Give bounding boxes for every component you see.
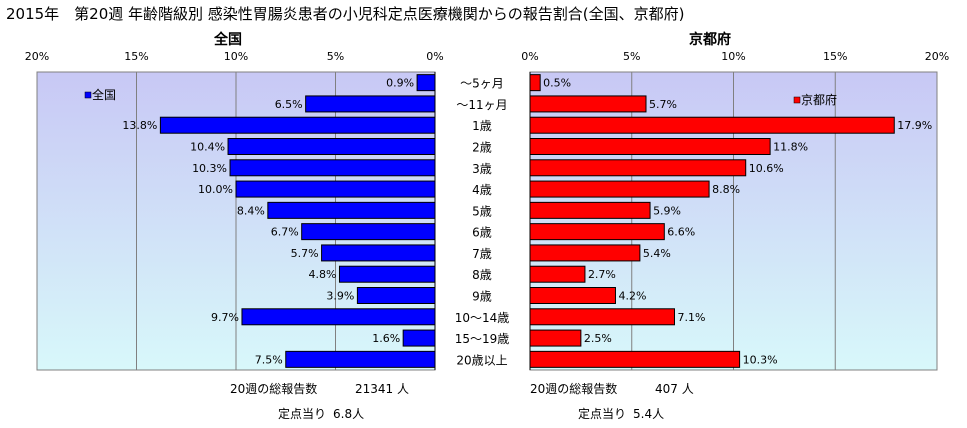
category-label: 5歳: [472, 204, 492, 218]
left-data-label: 10.4%: [190, 141, 225, 154]
right-per-site-label: 定点当り: [578, 406, 626, 421]
left-bar: [241, 308, 436, 326]
right-data-label: 8.8%: [712, 183, 740, 196]
left-tick-label: 15%: [124, 50, 148, 63]
right-bar: [529, 74, 541, 92]
left-bar: [229, 159, 436, 177]
left-data-label: 3.9%: [326, 290, 354, 303]
left-data-label: 8.4%: [237, 204, 265, 217]
category-label: 8歳: [472, 268, 492, 282]
right-panel-title: 京都府: [689, 31, 731, 48]
left-data-label: 5.7%: [291, 247, 319, 260]
right-data-label: 5.9%: [653, 204, 681, 217]
right-tick-label: 15%: [823, 50, 847, 63]
category-label: 6歳: [472, 226, 492, 240]
left-bar: [356, 287, 436, 304]
right-bar: [529, 329, 582, 347]
right-bar: [529, 265, 586, 283]
right-data-label: 0.5%: [543, 77, 571, 90]
right-data-label: 6.6%: [667, 226, 695, 239]
left-bar: [305, 95, 436, 113]
left-data-label: 4.8%: [309, 268, 337, 281]
left-tick-label: 5%: [327, 50, 344, 63]
left-data-label: 9.7%: [211, 311, 239, 324]
category-label: 9歳: [472, 290, 492, 304]
left-bar: [321, 244, 436, 262]
right-total-value: 407 人: [655, 382, 694, 396]
right-legend-swatch: [793, 96, 801, 104]
right-data-label: 4.2%: [618, 290, 646, 303]
left-bar: [402, 329, 436, 347]
right-tick-label: 20%: [925, 50, 949, 63]
left-bar: [338, 265, 436, 283]
right-bar: [529, 308, 675, 326]
right-data-label: 11.8%: [773, 141, 808, 154]
right-bar: [529, 159, 747, 177]
right-tick-label: 10%: [721, 50, 745, 63]
left-data-label: 6.5%: [275, 98, 303, 111]
right-bar: [529, 201, 651, 219]
left-tick-label: 10%: [224, 50, 248, 63]
category-label: 2歳: [472, 141, 492, 155]
category-label: 4歳: [472, 183, 492, 197]
left-tick-label: 0%: [426, 50, 443, 63]
left-legend-swatch: [84, 91, 92, 99]
left-total-label: 20週の総報告数: [230, 381, 317, 396]
left-data-label: 10.0%: [198, 183, 233, 196]
left-tick-label: 20%: [25, 50, 49, 63]
right-bar: [529, 350, 741, 368]
left-bar: [301, 223, 436, 241]
left-data-label: 6.7%: [271, 226, 299, 239]
right-data-label: 2.5%: [584, 332, 612, 345]
right-total-label: 20週の総報告数: [530, 381, 617, 396]
right-data-label: 5.4%: [643, 247, 671, 260]
right-tick-label: 0%: [521, 50, 538, 63]
left-bar: [285, 350, 436, 368]
right-data-label: 2.7%: [588, 268, 616, 281]
right-bar: [529, 244, 641, 262]
left-bar: [267, 201, 436, 219]
category-label: 1歳: [472, 119, 492, 133]
chart-title: 2015年 第20週 年齢階級別 感染性胃腸炎患者の小児科定点医療機関からの報告…: [6, 5, 685, 23]
right-per-site-value: 5.4人: [633, 407, 664, 421]
category-label: 10～14歳: [455, 311, 510, 325]
left-bar: [235, 180, 436, 198]
left-data-label: 0.9%: [386, 77, 414, 90]
right-legend-label: 京都府: [801, 92, 837, 107]
right-data-label: 10.6%: [749, 162, 784, 175]
right-data-label: 10.3%: [743, 353, 778, 366]
left-bar: [416, 74, 436, 92]
left-legend-label: 全国: [92, 87, 116, 102]
category-label: ～11ヶ月: [456, 98, 507, 112]
right-data-label: 5.7%: [649, 98, 677, 111]
right-bar: [529, 223, 665, 241]
right-tick-label: 5%: [623, 50, 640, 63]
left-data-label: 13.8%: [122, 119, 157, 132]
left-data-label: 7.5%: [255, 353, 283, 366]
left-bar: [159, 116, 436, 134]
left-data-label: 10.3%: [192, 162, 227, 175]
right-bar: [529, 95, 647, 113]
left-data-label: 1.6%: [372, 332, 400, 345]
right-data-label: 17.9%: [897, 119, 932, 132]
right-bar: [529, 287, 616, 304]
category-label: 20歳以上: [456, 353, 507, 367]
right-bar: [529, 116, 895, 134]
right-bar: [529, 138, 771, 155]
category-label: 3歳: [472, 162, 492, 176]
left-per-site-value: 6.8人: [333, 407, 364, 421]
category-label: 7歳: [472, 247, 492, 261]
left-per-site-label: 定点当り: [278, 406, 326, 421]
right-bar: [529, 180, 710, 198]
left-panel-title: 全国: [213, 31, 242, 48]
left-total-value: 21341 人: [355, 382, 409, 396]
left-bar: [227, 138, 436, 155]
right-data-label: 7.1%: [677, 311, 705, 324]
category-label: ～5ヶ月: [460, 77, 504, 91]
category-label: 15～19歳: [455, 332, 510, 346]
